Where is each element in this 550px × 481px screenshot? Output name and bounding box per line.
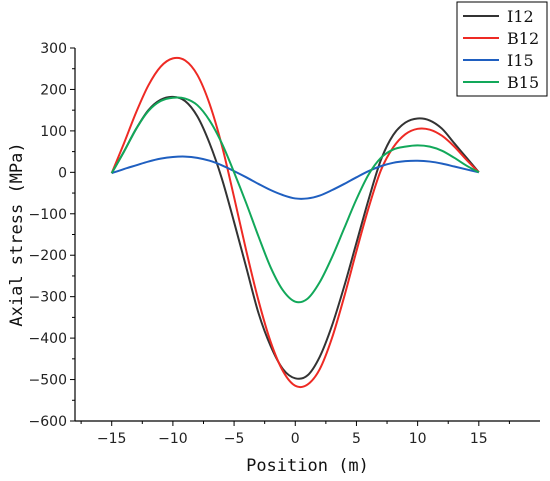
- y-tick-label: −200: [29, 248, 67, 264]
- series-line-i12: [110, 95, 480, 380]
- x-tick-label: 5: [352, 431, 361, 447]
- y-tick-label: 200: [40, 82, 67, 98]
- y-tick-label: −500: [29, 373, 67, 389]
- series-lines: [110, 56, 480, 389]
- x-axis-label: Position (m): [246, 456, 369, 476]
- y-tick-label: 0: [58, 165, 67, 181]
- legend: I12 B12 I15 B15: [456, 1, 548, 97]
- x-tick-label: −5: [224, 431, 245, 447]
- series-line-b15: [110, 96, 480, 304]
- x-tick-label: −15: [97, 431, 127, 447]
- x-tick-label: 10: [409, 431, 427, 447]
- series-line-b12: [110, 56, 480, 389]
- legend-label-b12: B12: [507, 29, 539, 48]
- series-line-i15: [111, 155, 480, 200]
- legend-label-b15: B15: [507, 73, 539, 92]
- axes: [70, 47, 540, 426]
- y-axis-label: Axial stress (MPa): [7, 142, 27, 326]
- legend-label-i12: I12: [507, 7, 534, 26]
- x-tick-label: −10: [158, 431, 188, 447]
- legend-label-i15: I15: [507, 51, 534, 70]
- x-tick-label: 0: [291, 431, 300, 447]
- y-tick-label: 100: [40, 124, 67, 140]
- x-tick-label: 15: [470, 431, 488, 447]
- y-tick-label: −600: [29, 414, 67, 430]
- legend-box: [456, 1, 548, 97]
- y-tick-label: −100: [29, 207, 67, 223]
- y-tick-label: −400: [29, 331, 67, 347]
- y-tick-label: 300: [40, 41, 67, 57]
- y-tick-label: −300: [29, 290, 67, 306]
